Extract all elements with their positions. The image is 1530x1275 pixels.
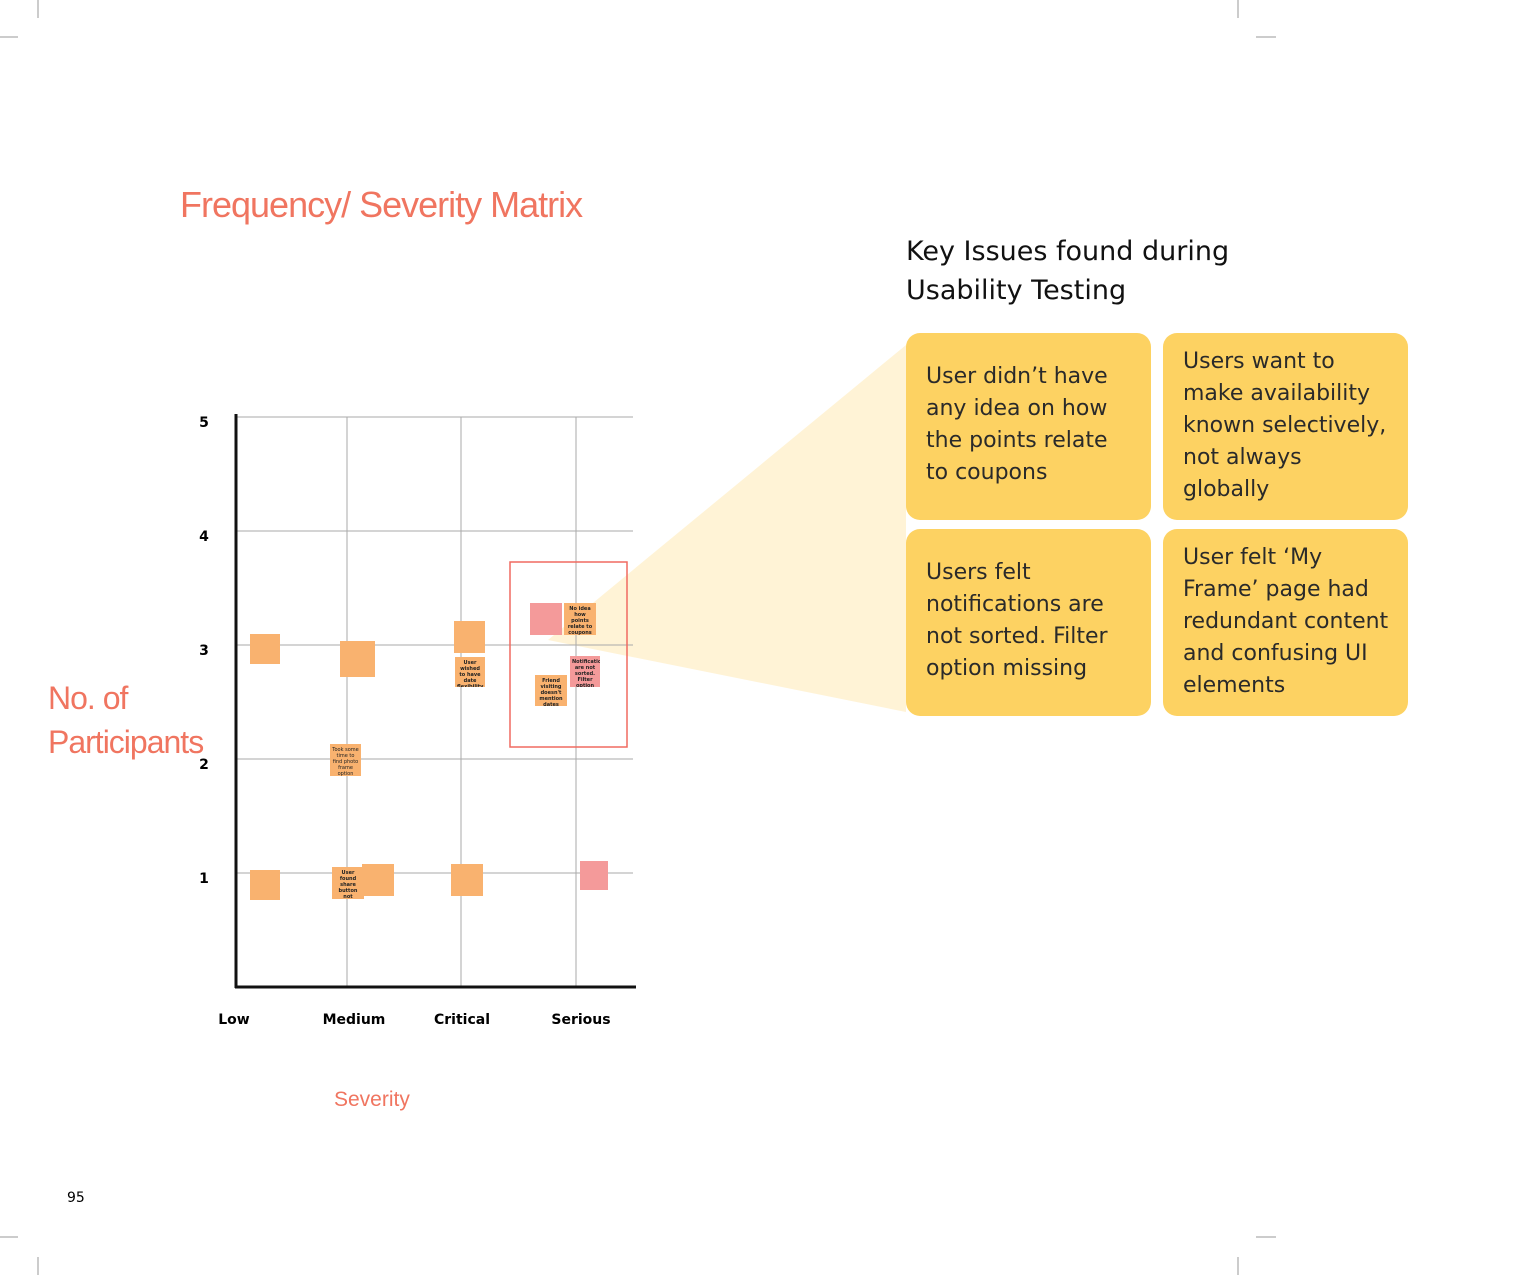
issue-card: Users want to make availability known se… — [1163, 333, 1408, 520]
callout-funnel — [548, 345, 906, 712]
y-tick-label: 4 — [199, 529, 209, 545]
sticky-note: Friend visiting doesn't mention dates — [535, 675, 567, 706]
sticky-note — [340, 641, 375, 677]
sticky-note: No idea how points relate to coupons — [564, 603, 596, 635]
sticky-note — [454, 621, 485, 653]
y-tick-label: 3 — [199, 643, 209, 659]
y-tick-label: 5 — [199, 415, 209, 431]
key-issues-title: Key Issues found during Usability Testin… — [906, 236, 1230, 306]
y-axis-label: No. of Participants — [48, 680, 204, 760]
x-axis-label: Severity — [334, 1088, 410, 1111]
sticky-note — [362, 864, 394, 896]
sticky-note: User found share button not prominent — [332, 867, 364, 899]
sticky-note — [250, 634, 280, 664]
sticky-note — [250, 870, 280, 900]
sticky-note — [451, 864, 483, 896]
x-category: Medium — [323, 1012, 386, 1028]
x-category: Critical — [434, 1012, 490, 1028]
y-tick-label: 2 — [199, 757, 209, 773]
issue-card: User felt ‘My Frame’ page had redundant … — [1163, 529, 1408, 716]
crop-marks — [0, 0, 1276, 1275]
issue-card: Users felt notifications are not sorted.… — [906, 529, 1151, 716]
sticky-note: Took some time to find photo frame optio… — [330, 744, 361, 776]
highlight-box — [509, 561, 628, 748]
x-category: Low — [218, 1012, 250, 1028]
page-title: Frequency/ Severity Matrix — [180, 184, 583, 225]
y-tick-label: 1 — [199, 871, 209, 887]
sticky-note: Notifications are not sorted. Filter opt… — [570, 656, 600, 687]
sticky-note — [530, 603, 562, 635]
x-category: Serious — [551, 1012, 610, 1028]
sticky-note — [580, 861, 608, 890]
page-number: 95 — [67, 1190, 85, 1206]
issue-card: User didn’t have any idea on how the poi… — [906, 333, 1151, 520]
sticky-note: User wished to have date flexibility — [455, 657, 485, 687]
